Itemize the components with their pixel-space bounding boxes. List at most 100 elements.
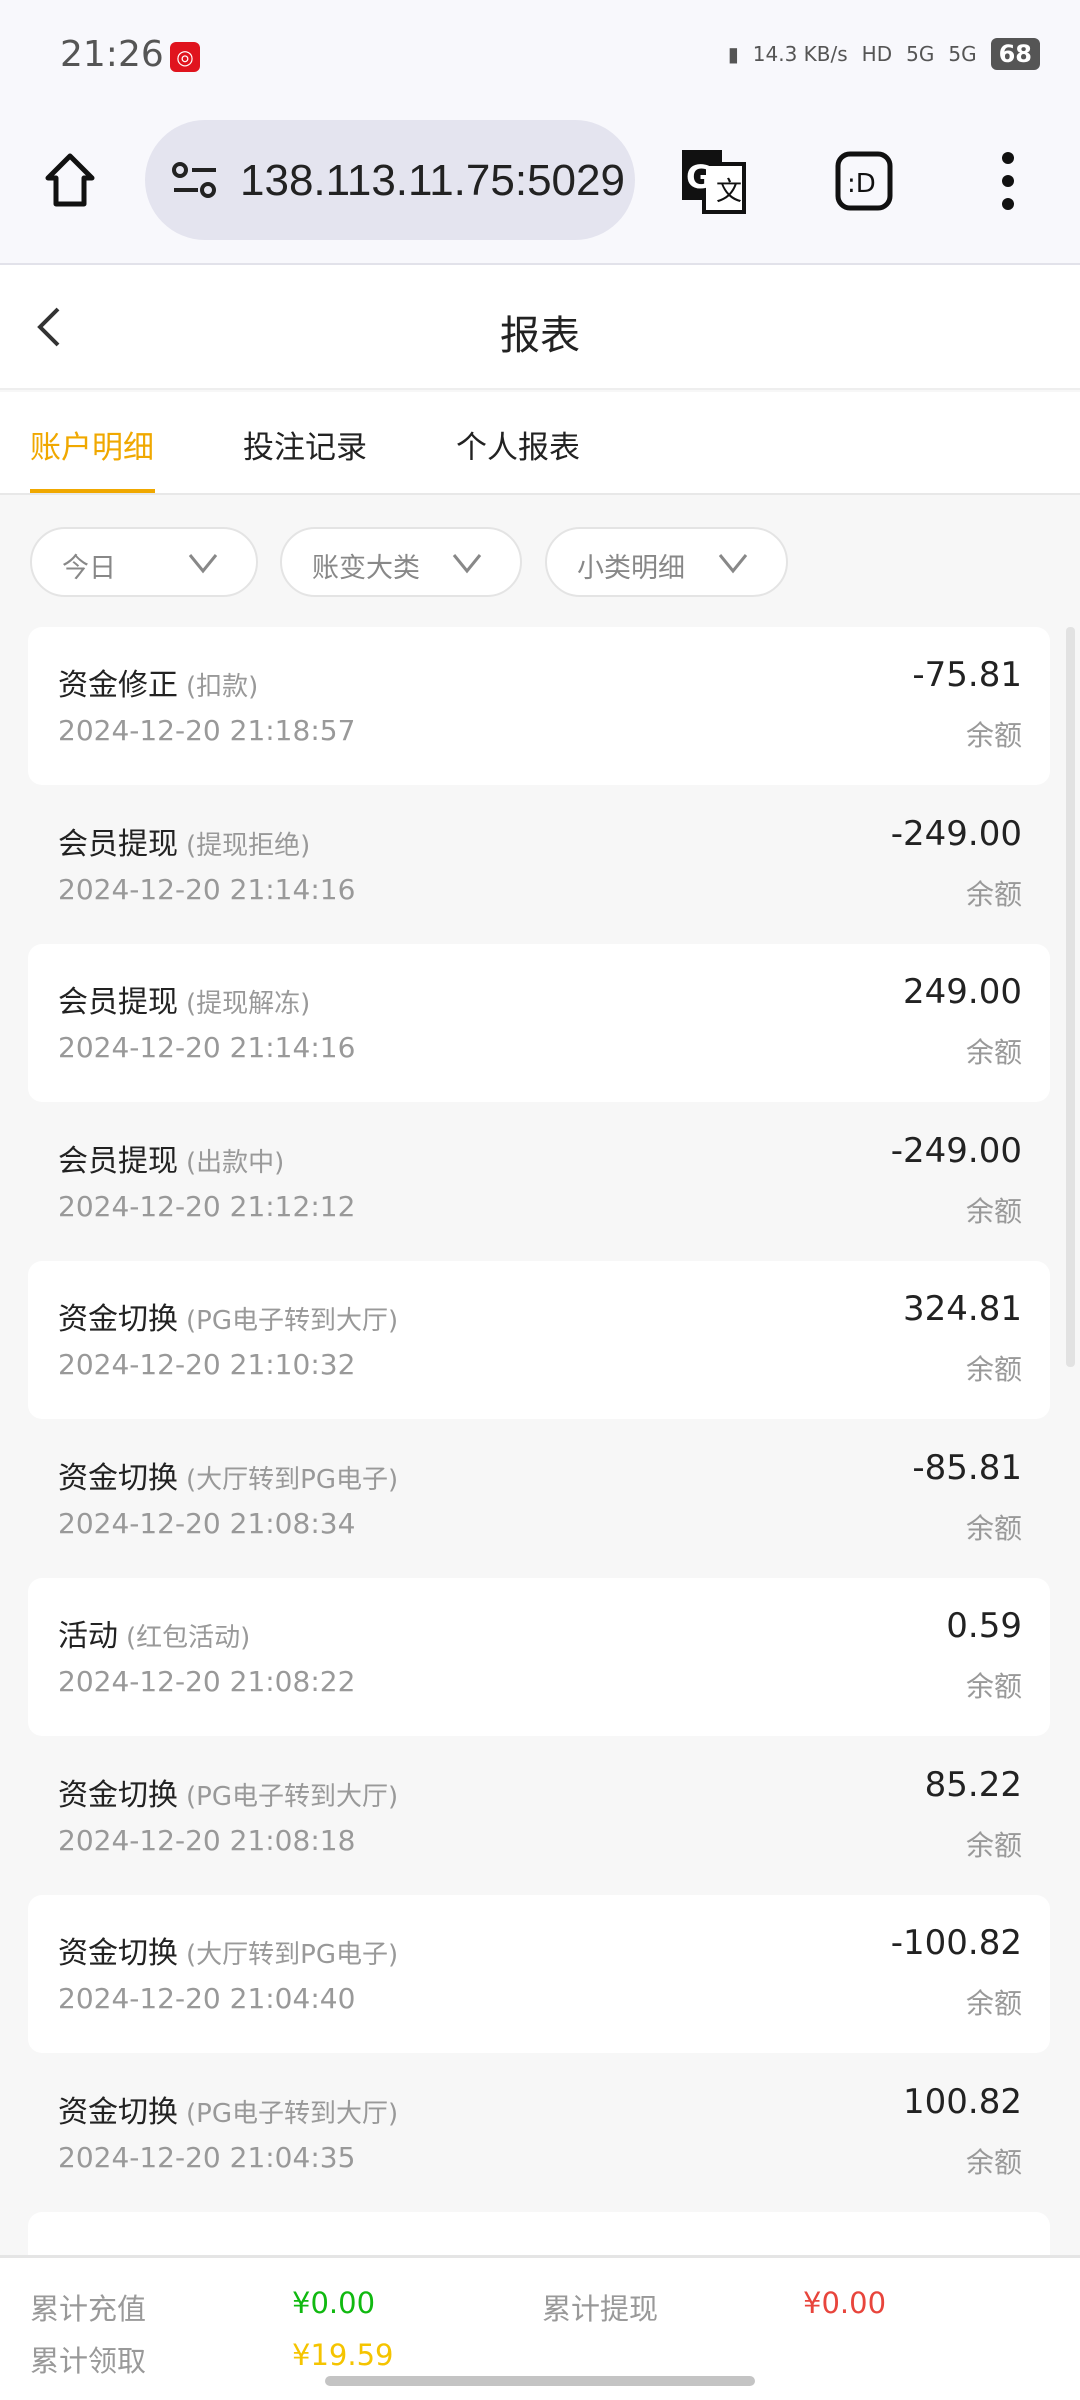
- tab-bet-records[interactable]: 投注记录: [243, 430, 367, 466]
- item-date: 2024-12-20 21:04:35: [58, 2140, 356, 2174]
- chevron-down-icon: [188, 554, 218, 574]
- list-item[interactable]: 资金修正 (扣款) 2024-12-20 21:18:57 -75.81 余额: [28, 627, 1050, 785]
- svg-text::D: :D: [847, 169, 876, 199]
- date-filter[interactable]: 今日: [30, 527, 258, 597]
- item-amount: -249.00: [890, 1130, 1022, 1171]
- signal-icon: 5G: [948, 42, 977, 66]
- category-filter[interactable]: 账变大类: [280, 527, 522, 597]
- filter-label: 小类明细: [577, 553, 685, 584]
- item-type: 会员提现: [58, 985, 178, 1020]
- item-amount: -85.81: [912, 1447, 1022, 1488]
- item-amount: -249.00: [890, 813, 1022, 854]
- net-speed: 14.3 KB/s: [752, 42, 848, 66]
- item-balance-label: 余额: [965, 877, 1022, 911]
- item-balance-label: 余额: [965, 719, 1022, 752]
- claim-label: 累计领取: [30, 2344, 147, 2378]
- filter-label: 账变大类: [312, 553, 420, 584]
- withdraw-label: 累计提现: [542, 2292, 659, 2326]
- clock: 21:26: [60, 34, 164, 75]
- item-title: 资金切换 (PG电子转到大厅): [58, 1294, 398, 1338]
- item-date: 2024-12-20 21:14:16: [58, 872, 356, 906]
- item-balance-label: 余额: [965, 1353, 1022, 1386]
- item-subtype: (PG电子转到大厅): [186, 2098, 399, 2129]
- item-balance-label: 余额: [965, 1194, 1022, 1228]
- item-balance-label: 余额: [965, 1036, 1022, 1069]
- item-title: 会员提现 (提现拒绝): [58, 819, 310, 863]
- item-amount: 0.59: [946, 1606, 1022, 1646]
- chevron-down-icon: [718, 554, 748, 574]
- list-item[interactable]: 资金切换 (PG电子转到大厅) 2024-12-20 21:08:18 85.22…: [28, 1737, 1050, 1895]
- item-date: 2024-12-20 21:08:34: [58, 1506, 356, 1540]
- scrollbar[interactable]: [1066, 627, 1075, 1367]
- svg-text:文: 文: [716, 177, 742, 207]
- list-item[interactable]: [28, 2212, 1050, 2255]
- home-icon[interactable]: [40, 150, 100, 210]
- gesture-bar: [325, 2376, 755, 2386]
- item-subtype: (PG电子转到大厅): [186, 1306, 399, 1336]
- item-title: 会员提现 (提现解冻): [58, 977, 310, 1021]
- tab-account-details[interactable]: 账户明细: [30, 430, 154, 466]
- item-subtype: (提现拒绝): [186, 830, 311, 861]
- item-date: 2024-12-20 21:10:32: [58, 1348, 356, 1381]
- withdraw-value: ¥0.00: [803, 2286, 887, 2320]
- claim-value: ¥19.59: [292, 2338, 394, 2372]
- signal-icon: 5G: [906, 42, 935, 66]
- transaction-list: 资金修正 (扣款) 2024-12-20 21:18:57 -75.81 余额 会员…: [0, 627, 1080, 2255]
- item-type: 会员提现: [58, 826, 178, 862]
- item-title: 资金切换 (PG电子转到大厅): [58, 1770, 398, 1814]
- page-header: 报表: [0, 265, 1080, 390]
- item-type: 资金切换: [58, 2094, 178, 2130]
- list-item[interactable]: 会员提现 (提现解冻) 2024-12-20 21:14:16 249.00 余额: [28, 944, 1050, 1102]
- more-icon[interactable]: [975, 148, 1041, 214]
- list-item[interactable]: 会员提现 (出款中) 2024-12-20 21:12:12 -249.00 余额: [28, 1103, 1050, 1261]
- site-settings-icon[interactable]: [170, 160, 220, 200]
- item-amount: -100.82: [890, 1923, 1022, 1963]
- item-date: 2024-12-20 21:14:16: [58, 1031, 356, 1064]
- list-item[interactable]: 会员提现 (提现拒绝) 2024-12-20 21:14:16 -249.00 余…: [28, 786, 1050, 944]
- list-item[interactable]: 资金切换 (PG电子转到大厅) 2024-12-20 21:10:32 324.8…: [28, 1261, 1050, 1419]
- list-item[interactable]: 活动 (红包活动) 2024-12-20 21:08:22 0.59 余额: [28, 1578, 1050, 1736]
- item-balance-label: 余额: [965, 1511, 1022, 1545]
- tab-personal-report[interactable]: 个人报表: [456, 430, 580, 466]
- svg-text:G: G: [686, 158, 712, 196]
- item-amount: 324.81: [903, 1289, 1022, 1329]
- item-amount: 249.00: [903, 972, 1022, 1012]
- chevron-down-icon: [452, 554, 482, 574]
- url-bar[interactable]: 138.113.11.75:5029: [145, 120, 635, 240]
- item-amount: -75.81: [912, 655, 1022, 695]
- battery-icon: 68: [990, 38, 1040, 70]
- item-balance-label: 余额: [965, 2145, 1022, 2179]
- item-title: 会员提现 (出款中): [58, 1136, 284, 1180]
- item-title: 资金修正 (扣款): [58, 660, 258, 704]
- extension-icon[interactable]: :D: [832, 148, 898, 214]
- list-item[interactable]: 资金切换 (大厅转到PG电子) 2024-12-20 21:08:34 -85.8…: [28, 1420, 1050, 1578]
- url-text[interactable]: 138.113.11.75:5029: [240, 156, 625, 205]
- item-title: 资金切换 (大厅转到PG电子): [58, 1453, 398, 1497]
- list-item[interactable]: 资金切换 (PG电子转到大厅) 2024-12-20 21:04:35 100.8…: [28, 2054, 1050, 2212]
- item-type: 活动: [58, 1619, 118, 1654]
- vibrate-icon: ▮: [727, 42, 739, 66]
- list-item[interactable]: 资金切换 (大厅转到PG电子) 2024-12-20 21:04:40 -100.…: [28, 1895, 1050, 2053]
- item-subtype: (扣款): [186, 672, 259, 702]
- item-amount: 100.82: [903, 2081, 1022, 2122]
- item-subtype: (提现解冻): [186, 989, 311, 1019]
- item-date: 2024-12-20 21:04:40: [58, 1982, 356, 2015]
- item-date: 2024-12-20 21:08:22: [58, 1665, 356, 1698]
- item-date: 2024-12-20 21:08:18: [58, 1823, 356, 1857]
- item-subtype: (红包活动): [126, 1623, 251, 1653]
- item-balance-label: 余额: [965, 1828, 1022, 1862]
- item-date: 2024-12-20 21:18:57: [58, 714, 356, 747]
- item-balance-label: 余额: [965, 1987, 1022, 2020]
- item-type: 资金切换: [58, 1777, 178, 1813]
- page-title: 报表: [500, 313, 580, 359]
- filter-label: 今日: [62, 553, 116, 584]
- item-title: 资金切换 (PG电子转到大厅): [58, 2087, 398, 2131]
- item-subtype: (PG电子转到大厅): [186, 1781, 399, 1812]
- subcategory-filter[interactable]: 小类明细: [545, 527, 788, 597]
- tab-bar: 账户明细 投注记录 个人报表: [0, 392, 1080, 495]
- item-type: 资金切换: [58, 1460, 178, 1496]
- back-icon[interactable]: [30, 305, 70, 349]
- item-title: 活动 (红包活动): [58, 1611, 250, 1655]
